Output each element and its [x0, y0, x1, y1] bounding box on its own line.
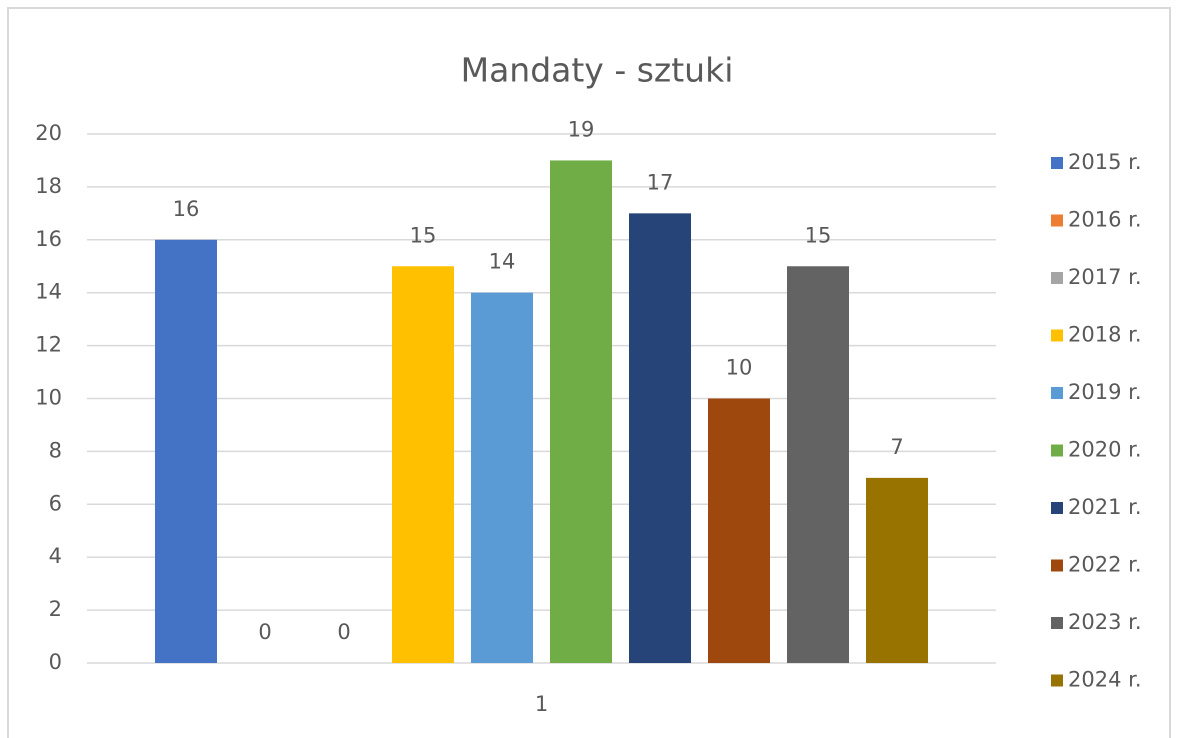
data-label: 16	[173, 197, 200, 221]
legend-swatch	[1051, 502, 1063, 514]
y-tick-label: 4	[49, 544, 62, 568]
legend-swatch	[1051, 329, 1063, 342]
legend-label: 2019 r.	[1068, 380, 1142, 404]
legend-label: 2021 r.	[1068, 495, 1142, 519]
y-tick-label: 16	[35, 227, 62, 251]
y-tick-label: 10	[35, 386, 62, 410]
chart-title: Mandaty - sztuki	[461, 51, 734, 90]
bar	[629, 213, 691, 663]
bar	[392, 266, 454, 663]
data-label: 15	[805, 223, 832, 247]
legend-label: 2016 r.	[1068, 208, 1142, 232]
y-tick-label: 6	[49, 491, 62, 515]
legend-label: 2017 r.	[1068, 265, 1142, 289]
legend-swatch	[1051, 214, 1063, 227]
bar	[866, 477, 928, 663]
y-tick-label: 2	[49, 597, 62, 621]
data-label: 14	[489, 250, 516, 274]
data-label: 0	[337, 620, 350, 644]
legend-label: 2015 r.	[1068, 150, 1142, 174]
data-label: 19	[568, 117, 595, 141]
bar	[787, 266, 849, 663]
legend-label: 2018 r.	[1068, 323, 1142, 347]
legend-swatch	[1051, 272, 1063, 284]
legend-swatch	[1051, 444, 1063, 457]
data-label: 17	[647, 170, 674, 194]
legend-label: 2020 r.	[1068, 438, 1142, 462]
data-label: 0	[258, 620, 271, 644]
data-label: 15	[410, 223, 437, 247]
bar	[708, 398, 770, 663]
x-tick-label: 1	[535, 692, 548, 716]
legend-swatch	[1051, 559, 1063, 572]
y-tick-label: 12	[35, 333, 62, 357]
legend-label: 2024 r.	[1068, 668, 1142, 692]
legend-label: 2023 r.	[1068, 610, 1142, 634]
bar	[471, 292, 533, 663]
legend-swatch	[1051, 157, 1063, 169]
legend-swatch	[1051, 617, 1063, 629]
legend-swatch	[1051, 387, 1063, 399]
bar	[155, 239, 217, 664]
data-label: 7	[890, 435, 903, 459]
legend-label: 2022 r.	[1068, 553, 1142, 577]
y-tick-label: 0	[49, 650, 62, 674]
y-tick-label: 18	[35, 174, 62, 198]
bar	[550, 160, 612, 663]
data-label: 10	[726, 356, 753, 380]
y-tick-label: 20	[35, 121, 62, 145]
y-tick-label: 14	[35, 280, 62, 304]
y-tick-label: 8	[49, 438, 62, 462]
legend-swatch	[1051, 674, 1063, 687]
